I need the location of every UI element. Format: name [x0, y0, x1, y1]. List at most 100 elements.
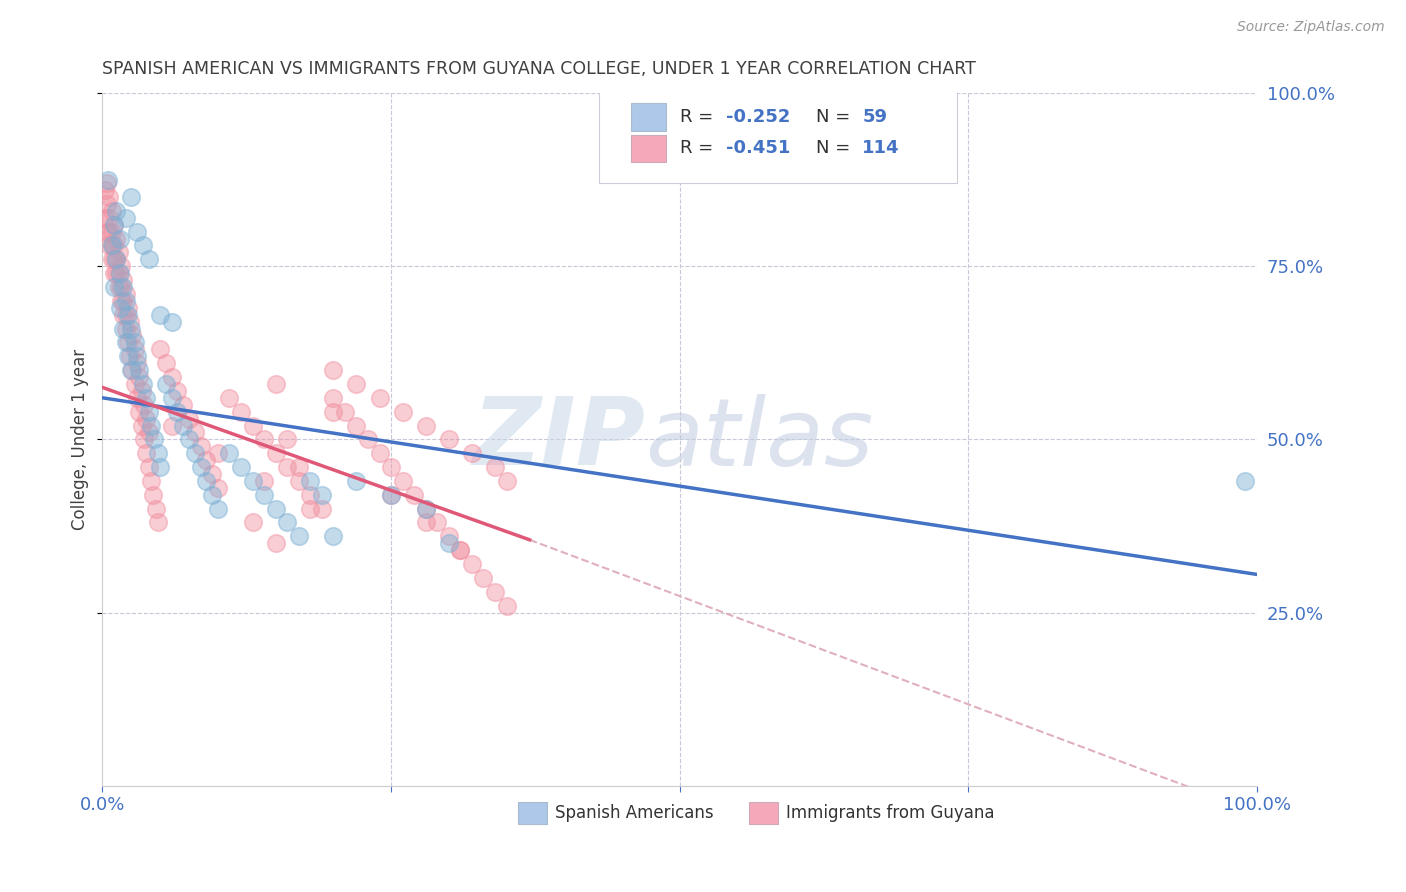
- Point: [143, 433, 166, 447]
- Point: [160, 370, 183, 384]
- Point: [322, 529, 344, 543]
- Point: [125, 391, 148, 405]
- Text: 59: 59: [862, 108, 887, 127]
- Point: [100, 225, 122, 239]
- Point: [229, 460, 252, 475]
- Point: [128, 405, 150, 419]
- Point: [437, 529, 460, 543]
- FancyBboxPatch shape: [631, 103, 666, 131]
- Text: ZIP: ZIP: [472, 393, 645, 485]
- Text: atlas: atlas: [645, 394, 873, 485]
- Point: [112, 280, 135, 294]
- Text: Immigrants from Guyana: Immigrants from Guyana: [786, 804, 994, 822]
- Point: [172, 398, 194, 412]
- Point: [96, 176, 118, 190]
- Point: [218, 391, 240, 405]
- Point: [138, 460, 160, 475]
- Text: SPANISH AMERICAN VS IMMIGRANTS FROM GUYANA COLLEGE, UNDER 1 YEAR CORRELATION CHA: SPANISH AMERICAN VS IMMIGRANTS FROM GUYA…: [103, 60, 976, 78]
- Point: [449, 543, 471, 558]
- Point: [114, 308, 136, 322]
- Point: [124, 343, 146, 357]
- Point: [149, 308, 172, 322]
- Point: [311, 501, 333, 516]
- Point: [139, 418, 162, 433]
- Point: [437, 433, 460, 447]
- Point: [207, 501, 229, 516]
- Point: [264, 446, 287, 460]
- Point: [218, 446, 240, 460]
- Point: [103, 238, 125, 252]
- Point: [125, 356, 148, 370]
- Point: [131, 384, 153, 398]
- Point: [100, 252, 122, 267]
- Point: [114, 335, 136, 350]
- Point: [131, 418, 153, 433]
- Point: [93, 183, 115, 197]
- Point: [117, 301, 139, 315]
- Point: [120, 190, 142, 204]
- Point: [484, 584, 506, 599]
- Point: [128, 370, 150, 384]
- Point: [100, 238, 122, 252]
- Point: [461, 557, 484, 571]
- Point: [135, 391, 157, 405]
- Point: [112, 308, 135, 322]
- Point: [132, 433, 155, 447]
- Point: [110, 280, 132, 294]
- Point: [380, 488, 402, 502]
- Point: [124, 376, 146, 391]
- Point: [166, 405, 188, 419]
- Point: [242, 516, 264, 530]
- Point: [391, 405, 413, 419]
- Point: [93, 211, 115, 225]
- Point: [160, 391, 183, 405]
- Point: [103, 266, 125, 280]
- Point: [404, 488, 426, 502]
- Point: [120, 321, 142, 335]
- Point: [112, 293, 135, 308]
- Text: Spanish Americans: Spanish Americans: [555, 804, 714, 822]
- Point: [415, 501, 437, 516]
- Point: [138, 405, 160, 419]
- Point: [145, 501, 167, 516]
- Point: [368, 391, 391, 405]
- Point: [98, 190, 121, 204]
- Point: [135, 411, 157, 425]
- Point: [146, 446, 169, 460]
- Text: 114: 114: [862, 139, 900, 158]
- Point: [100, 238, 122, 252]
- Y-axis label: College, Under 1 year: College, Under 1 year: [72, 349, 89, 530]
- Point: [415, 501, 437, 516]
- Point: [160, 418, 183, 433]
- Point: [322, 391, 344, 405]
- Point: [311, 488, 333, 502]
- Point: [276, 516, 298, 530]
- Point: [125, 349, 148, 363]
- Point: [114, 211, 136, 225]
- Point: [264, 376, 287, 391]
- Point: [139, 474, 162, 488]
- Point: [105, 252, 128, 267]
- Point: [1234, 474, 1257, 488]
- Point: [132, 238, 155, 252]
- FancyBboxPatch shape: [599, 89, 957, 183]
- Point: [380, 488, 402, 502]
- Point: [415, 516, 437, 530]
- Point: [98, 238, 121, 252]
- Point: [253, 433, 276, 447]
- Point: [114, 287, 136, 301]
- Point: [195, 474, 218, 488]
- FancyBboxPatch shape: [517, 802, 547, 824]
- Point: [108, 231, 131, 245]
- Point: [120, 315, 142, 329]
- Text: Source: ZipAtlas.com: Source: ZipAtlas.com: [1237, 20, 1385, 34]
- Point: [112, 321, 135, 335]
- Point: [426, 516, 449, 530]
- Text: R =: R =: [679, 139, 718, 158]
- Point: [253, 488, 276, 502]
- Point: [97, 172, 120, 186]
- Point: [120, 363, 142, 377]
- Point: [132, 376, 155, 391]
- Point: [105, 231, 128, 245]
- Point: [346, 418, 368, 433]
